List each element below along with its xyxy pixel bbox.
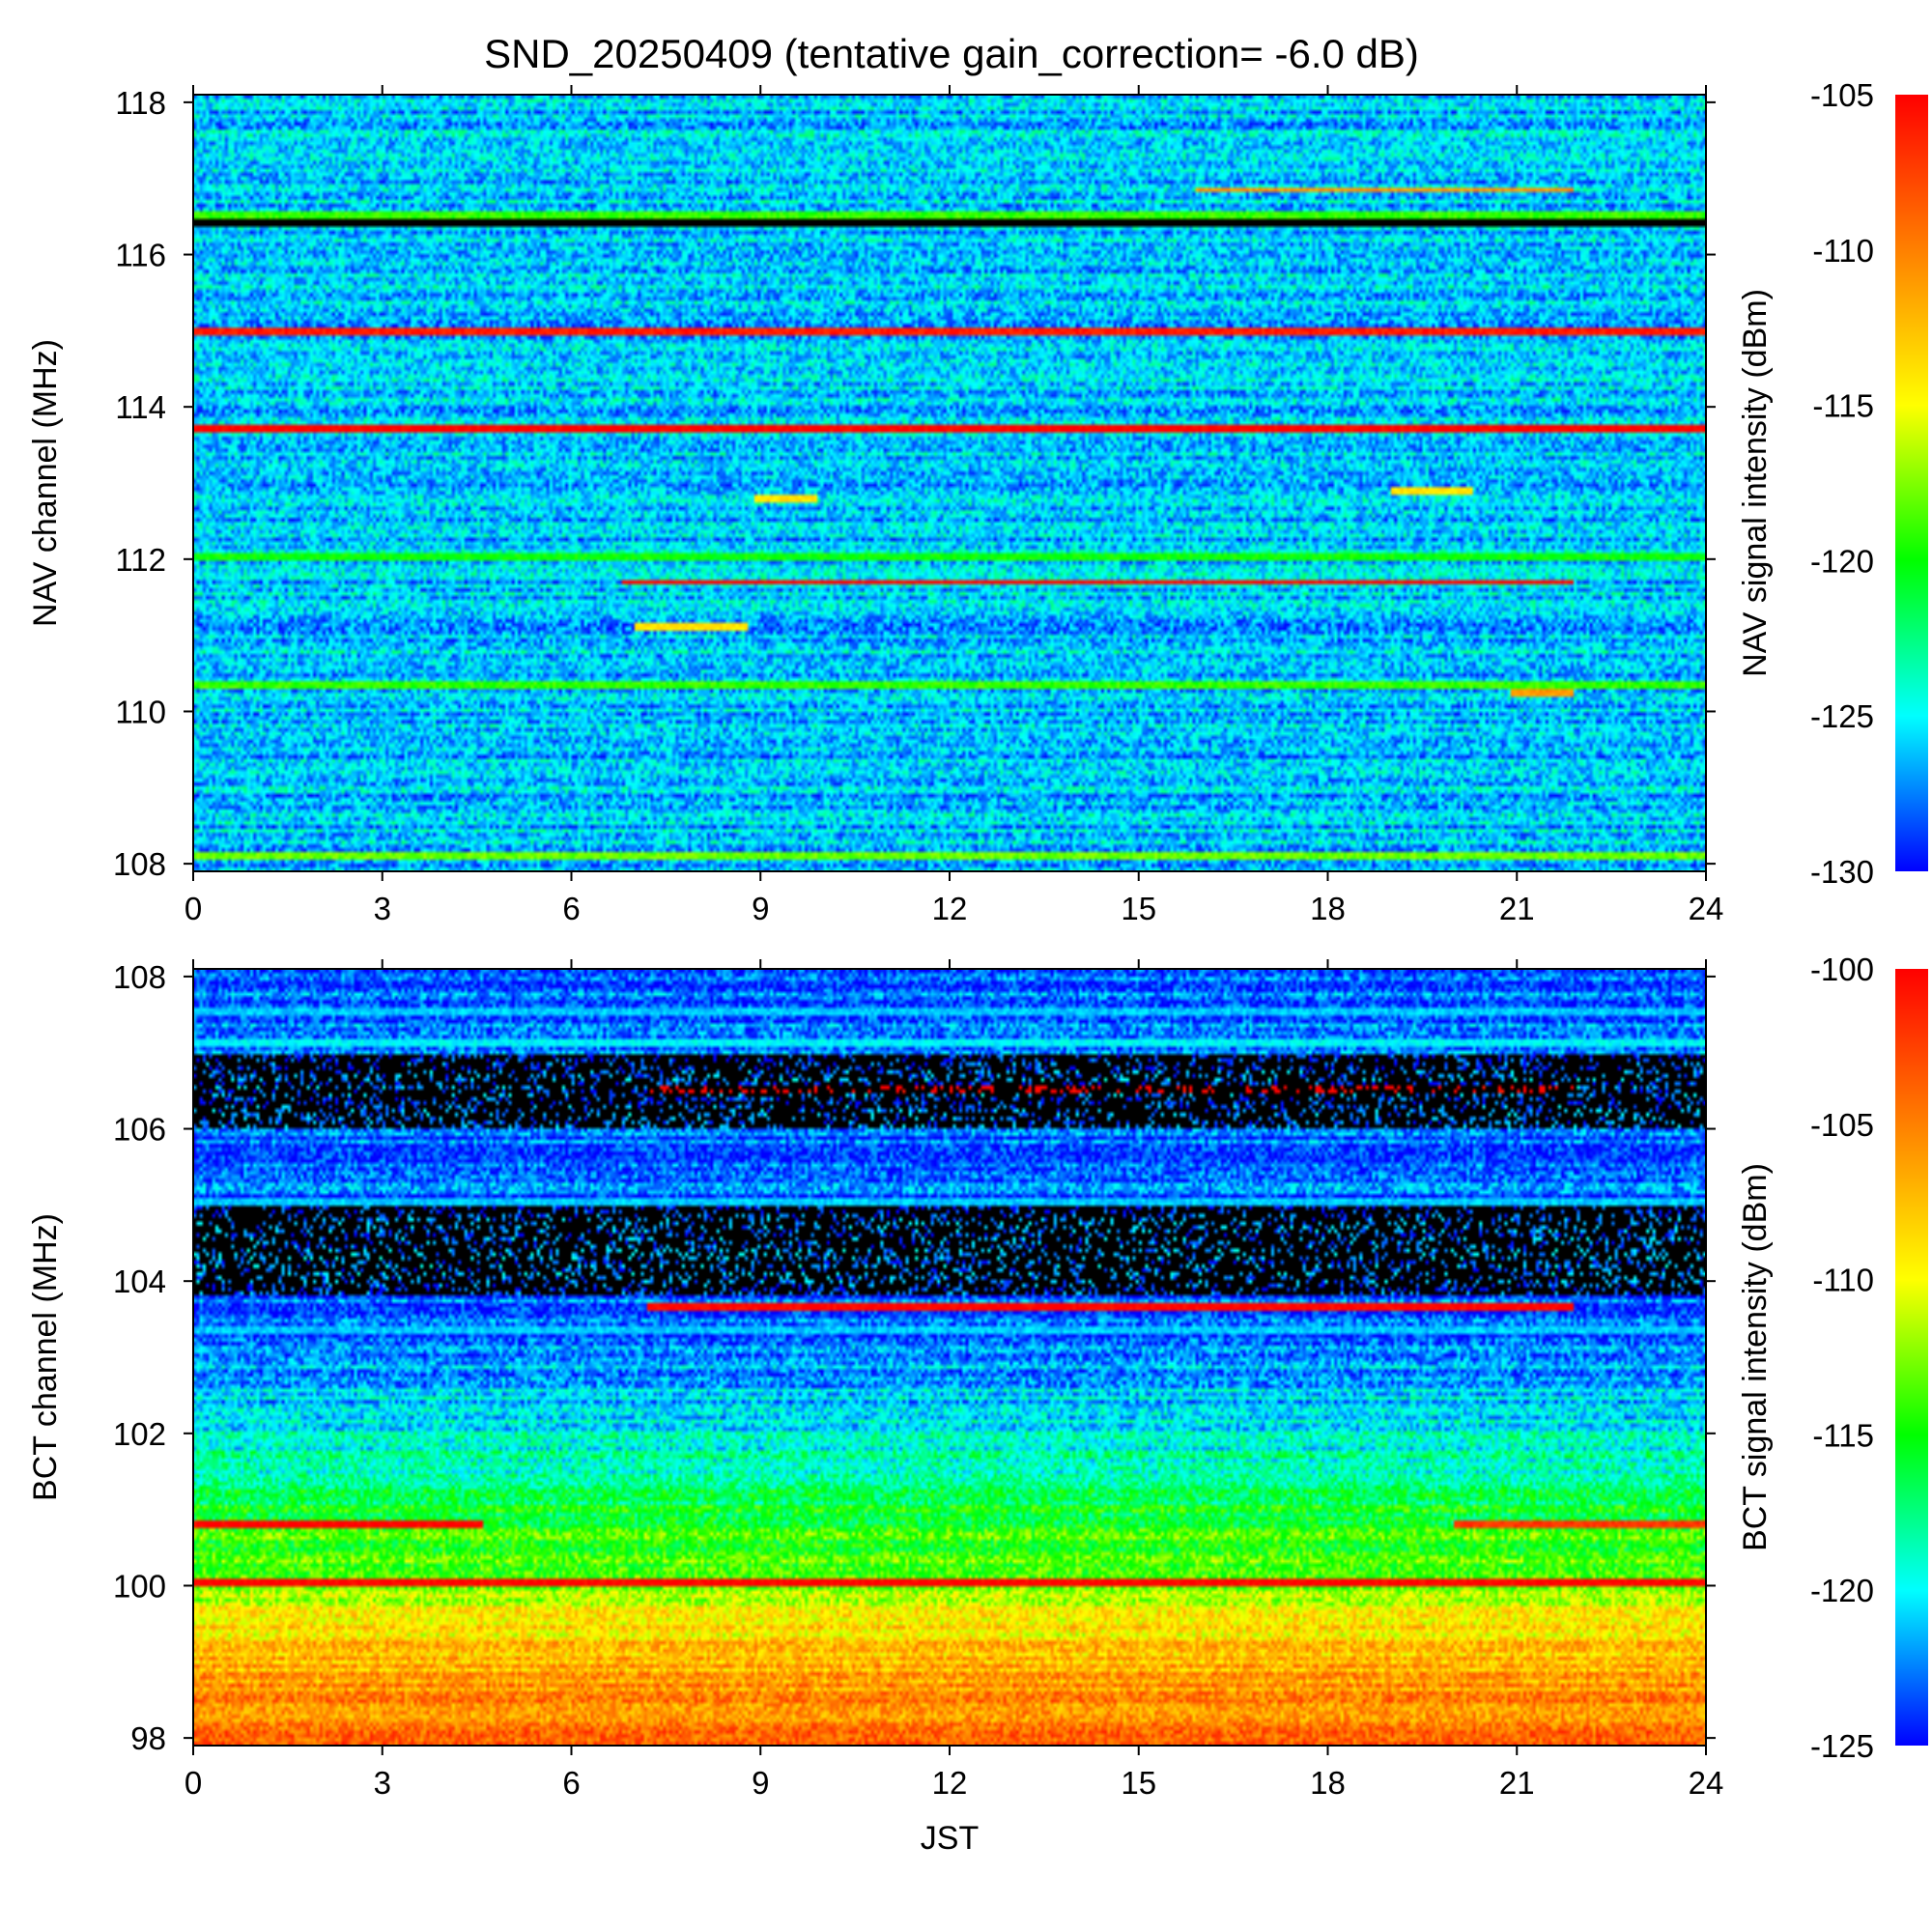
nav-xtick-label: 21 — [1499, 891, 1535, 926]
nav-ytick-label: 108 — [113, 846, 166, 882]
bct-colorbar-ticks: -125 -120 -115 -110 -105 -100 — [1810, 952, 1874, 1764]
nav-xtick-label: 18 — [1310, 891, 1346, 926]
bct-colorbar-tick-label: -125 — [1810, 1728, 1874, 1764]
nav-panel: 0 3 6 9 12 15 18 21 24 108 110 112 114 116 118 NAV cha… — [27, 77, 1928, 926]
nav-colorbar-tick-label: -120 — [1810, 543, 1874, 579]
nav-colorbar-ticks: -130 -125 -120 -115 -110 -105 — [1810, 77, 1874, 890]
bct-colorbar-label: BCT signal intensity (dBm) — [1737, 1163, 1774, 1551]
bct-axes: 0 3 6 9 12 15 18 21 24 98 100 102 104 106 108 — [113, 959, 1723, 1801]
figure-title: SND_20250409 (tentative gain_correction=… — [484, 31, 1419, 76]
bct-colorbar-tick-label: -100 — [1810, 952, 1874, 987]
bct-xtick-label: 24 — [1689, 1765, 1724, 1801]
nav-ytick-label: 118 — [115, 85, 166, 121]
bct-xtick-label: 6 — [562, 1765, 580, 1801]
bct-xtick-label: 0 — [185, 1765, 202, 1801]
bct-colorbar-tick-label: -110 — [1812, 1263, 1874, 1298]
nav-ytick-label: 114 — [115, 389, 166, 425]
bct-colorbar-tick-label: -115 — [1812, 1417, 1874, 1453]
nav-colorbar-label: NAV signal intensity (dBm) — [1737, 289, 1774, 677]
nav-xtick-label: 3 — [374, 891, 391, 926]
nav-spectrogram — [193, 95, 1706, 871]
bct-ytick-label: 100 — [113, 1568, 166, 1604]
nav-xtick-label: 6 — [562, 891, 580, 926]
bct-xtick-label: 3 — [374, 1765, 391, 1801]
bct-ylabel: BCT channel (MHz) — [27, 1213, 64, 1501]
nav-colorbar-tick-label: -115 — [1812, 388, 1874, 424]
bct-ytick-label: 106 — [113, 1112, 166, 1148]
nav-xtick-label: 9 — [752, 891, 769, 926]
bct-xtick-label: 21 — [1499, 1765, 1535, 1801]
nav-axes: 0 3 6 9 12 15 18 21 24 108 110 112 114 116 118 — [113, 85, 1723, 926]
bct-panel: 0 3 6 9 12 15 18 21 24 98 100 102 104 106 108 BCT chan… — [27, 952, 1928, 1857]
bct-spectrogram — [193, 969, 1706, 1746]
nav-xtick-label: 12 — [932, 891, 968, 926]
nav-xtick-label: 24 — [1689, 891, 1724, 926]
nav-colorbar-tick-label: -125 — [1810, 698, 1874, 734]
nav-xtick-label: 0 — [185, 891, 202, 926]
bct-xlabel: JST — [921, 1820, 979, 1857]
nav-xtick-label: 15 — [1121, 891, 1156, 926]
bct-ytick-label: 98 — [130, 1720, 166, 1756]
nav-ytick-label: 112 — [115, 542, 166, 578]
nav-colorbar — [1895, 95, 1928, 871]
bct-xtick-label: 12 — [932, 1765, 968, 1801]
bct-xtick-label: 15 — [1121, 1765, 1156, 1801]
bct-ytick-label: 108 — [113, 959, 166, 995]
nav-ytick-label: 110 — [115, 694, 166, 729]
bct-colorbar-tick-label: -120 — [1810, 1573, 1874, 1608]
nav-colorbar-tick-label: -105 — [1810, 77, 1874, 113]
bct-xtick-label: 9 — [752, 1765, 769, 1801]
nav-ytick-label: 116 — [115, 238, 166, 273]
nav-colorbar-tick-label: -130 — [1810, 854, 1874, 890]
bct-ytick-label: 104 — [113, 1264, 166, 1299]
nav-colorbar-tick-label: -110 — [1812, 233, 1874, 269]
bct-xtick-label: 18 — [1310, 1765, 1346, 1801]
bct-colorbar — [1895, 969, 1928, 1746]
bct-ytick-label: 102 — [113, 1416, 166, 1452]
bct-colorbar-tick-label: -105 — [1810, 1107, 1874, 1143]
nav-ylabel: NAV channel (MHz) — [27, 339, 64, 627]
